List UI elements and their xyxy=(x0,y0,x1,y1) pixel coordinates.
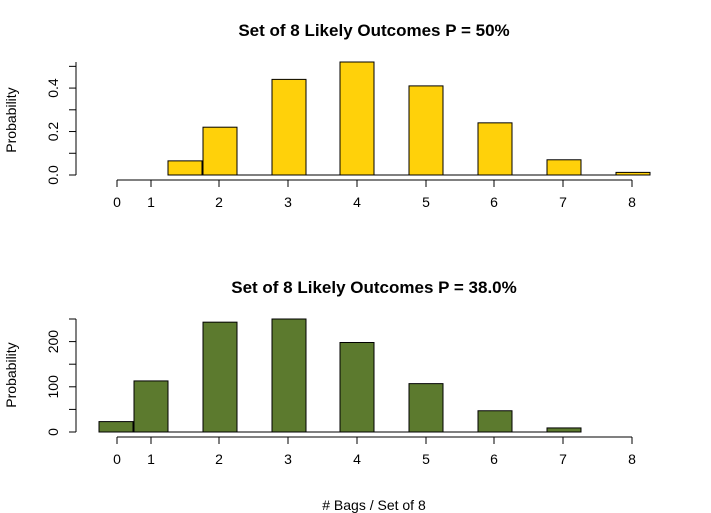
chart-bottom-xlabel: # Bags / Set of 8 xyxy=(322,497,426,513)
bar-0 xyxy=(98,421,134,433)
bar-2 xyxy=(202,126,238,176)
x-tick-label: 7 xyxy=(559,194,567,210)
chart-bottom-ylabel: Probability xyxy=(3,342,19,407)
x-tick-label: 6 xyxy=(490,194,498,210)
chart-top-title: Set of 8 Likely Outcomes P = 50% xyxy=(238,21,509,40)
x-tick-label: 1 xyxy=(147,451,155,467)
bar-3 xyxy=(271,78,307,176)
bar-4 xyxy=(339,61,375,176)
bar-7 xyxy=(546,427,582,433)
x-tick-label: 0 xyxy=(113,451,121,467)
chart-bottom-x-axis: 0 1 2 3 4 5 6 7 8 xyxy=(113,436,636,467)
chart-top: Set of 8 Likely Outcomes P = 50% Probabi… xyxy=(3,21,651,210)
x-tick-label: 3 xyxy=(284,194,292,210)
x-tick-label: 8 xyxy=(628,194,636,210)
x-tick-label: 2 xyxy=(215,194,223,210)
chart-bottom-title: Set of 8 Likely Outcomes P = 38.0% xyxy=(231,278,517,297)
bar-3 xyxy=(271,318,307,433)
y-tick-label: 0 xyxy=(45,428,61,436)
bar-4 xyxy=(339,342,375,433)
bar-5 xyxy=(408,85,444,176)
y-tick-label: 200 xyxy=(45,330,61,354)
bar-5 xyxy=(408,383,444,433)
x-tick-label: 8 xyxy=(628,451,636,467)
chart-top-bars xyxy=(167,61,651,176)
chart-bottom-bars xyxy=(98,318,582,433)
bar-1 xyxy=(167,160,203,176)
bar-2 xyxy=(202,321,238,433)
y-tick-label: 0.2 xyxy=(45,122,61,142)
chart-bottom-y-axis: 0 100 200 xyxy=(45,318,77,436)
chart-top-y-axis: 0.0 0.2 0.4 xyxy=(45,62,77,185)
x-tick-label: 2 xyxy=(215,451,223,467)
chart-top-ylabel: Probability xyxy=(3,87,19,152)
x-tick-label: 1 xyxy=(147,194,155,210)
chart-bottom: Set of 8 Likely Outcomes P = 38.0% Proba… xyxy=(3,278,636,513)
bar-6 xyxy=(477,122,513,176)
y-tick-label: 0.4 xyxy=(45,78,61,98)
y-tick-label: 100 xyxy=(45,375,61,399)
x-tick-label: 3 xyxy=(284,451,292,467)
chart-top-x-axis: 0 1 2 3 4 5 6 7 8 xyxy=(113,179,636,210)
bar-6 xyxy=(477,410,513,433)
y-tick-label: 0.0 xyxy=(45,165,61,185)
bar-1 xyxy=(133,380,169,433)
x-tick-label: 5 xyxy=(422,451,430,467)
x-tick-label: 4 xyxy=(353,194,361,210)
x-tick-label: 6 xyxy=(490,451,498,467)
x-tick-label: 4 xyxy=(353,451,361,467)
x-tick-label: 7 xyxy=(559,451,567,467)
bar-7 xyxy=(546,159,582,176)
x-tick-label: 5 xyxy=(422,194,430,210)
x-tick-label: 0 xyxy=(113,194,121,210)
